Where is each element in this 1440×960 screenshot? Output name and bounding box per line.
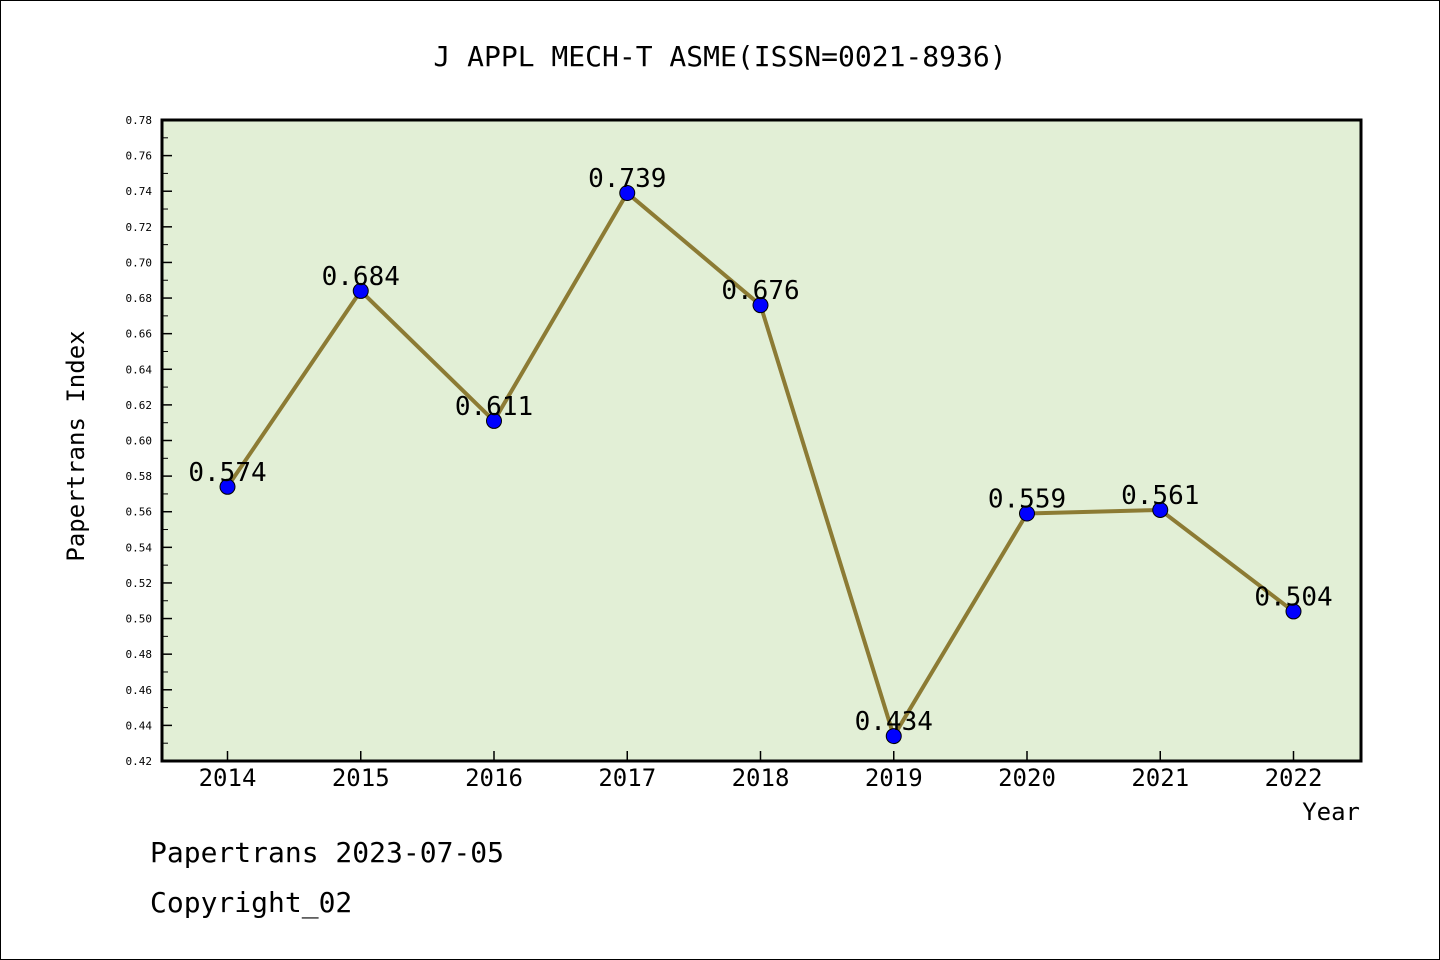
y-tick-label: 0.52 <box>126 577 153 590</box>
x-tick-label: 2015 <box>332 764 390 792</box>
y-tick-label: 0.60 <box>126 435 153 448</box>
y-tick-label: 0.56 <box>126 506 153 519</box>
plot-area <box>160 118 1363 763</box>
y-tick-label: 0.58 <box>126 470 153 483</box>
data-label: 0.434 <box>855 707 933 737</box>
data-point <box>352 282 369 299</box>
data-point <box>219 478 236 495</box>
data-label: 0.574 <box>188 458 266 488</box>
data-point <box>1152 501 1169 518</box>
y-tick-label: 0.76 <box>126 150 153 163</box>
y-tick-label: 0.44 <box>126 719 153 732</box>
y-tick-label: 0.72 <box>126 221 153 234</box>
x-tick-label: 2014 <box>199 764 257 792</box>
data-label: 0.559 <box>988 485 1066 515</box>
series: 0.574 0.684 0.611 0.739 0.676 0.434 0.559 0.561… <box>188 164 1333 745</box>
y-tick-label: 0.42 <box>126 755 153 768</box>
y-axis: 0.42 0.44 0.46 0.48 0.50 0.52 0.54 0.56 0.58 0.60… <box>126 114 172 768</box>
footer-date: Papertrans 2023-07-05 <box>150 836 505 869</box>
x-tick-label: 2020 <box>998 764 1056 792</box>
x-tick-label: 2016 <box>465 764 523 792</box>
y-axis-label: Papertrans Index <box>62 330 90 561</box>
data-point <box>1285 603 1302 620</box>
footer-copyright: Copyright_02 <box>150 886 353 919</box>
x-tick-label: 2022 <box>1265 764 1323 792</box>
y-tick-label: 0.46 <box>126 684 153 697</box>
data-point <box>885 728 902 745</box>
x-axis-label: Year <box>1302 798 1360 826</box>
y-tick-label: 0.62 <box>126 399 153 412</box>
y-tick-label: 0.74 <box>126 185 153 198</box>
y-tick-label: 0.50 <box>126 613 153 626</box>
data-point <box>619 185 636 202</box>
chart-title: J APPL MECH-T ASME(ISSN=0021-8936) <box>433 40 1006 73</box>
data-label: 0.676 <box>721 276 799 306</box>
y-tick-label: 0.48 <box>126 648 153 661</box>
x-tick-label: 2021 <box>1131 764 1189 792</box>
y-tick-label: 0.68 <box>126 292 153 305</box>
data-point <box>486 412 502 429</box>
y-tick-label: 0.64 <box>126 363 153 376</box>
data-label: 0.611 <box>455 392 533 422</box>
data-label: 0.504 <box>1254 582 1332 612</box>
y-tick-label: 0.70 <box>126 256 153 269</box>
data-label: 0.561 <box>1121 481 1199 511</box>
data-point <box>752 297 769 314</box>
y-tick-label: 0.78 <box>126 114 153 127</box>
data-label: 0.684 <box>322 262 400 292</box>
x-tick-label: 2018 <box>732 764 790 792</box>
data-point <box>1019 505 1035 522</box>
data-label: 0.739 <box>588 164 666 194</box>
x-tick-label: 2019 <box>865 764 923 792</box>
x-axis: 2014 2015 2016 2017 2018 2019 2020 2021 2022 <box>199 751 1323 792</box>
y-tick-label: 0.66 <box>126 328 153 341</box>
x-tick-label: 2017 <box>598 764 656 792</box>
y-tick-label: 0.54 <box>126 541 153 554</box>
